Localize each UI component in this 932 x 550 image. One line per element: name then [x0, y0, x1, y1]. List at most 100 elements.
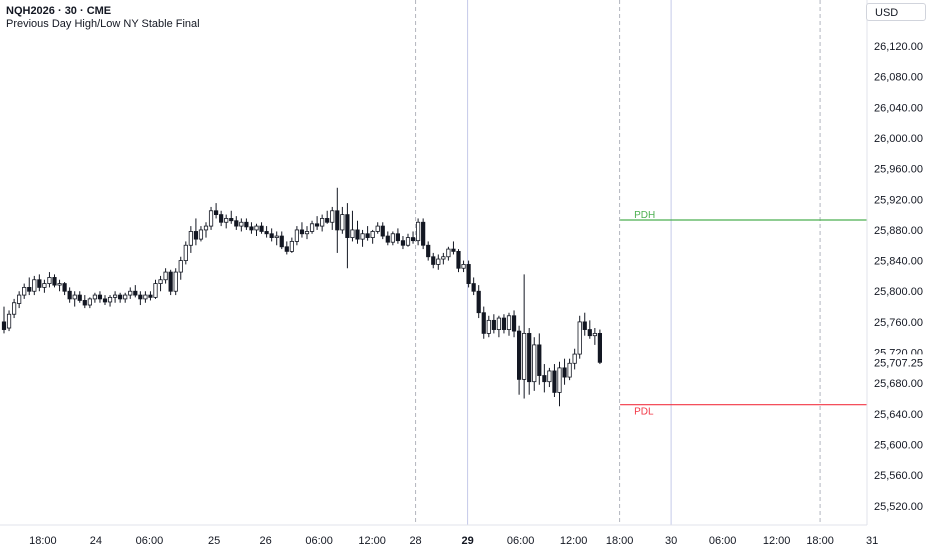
candle — [107, 295, 113, 307]
candle-body — [57, 283, 62, 286]
candle-body — [557, 367, 562, 393]
candle — [52, 274, 57, 288]
candle — [82, 295, 87, 309]
currency-button[interactable]: USD — [866, 3, 926, 21]
candle-body — [92, 294, 97, 300]
time-axis[interactable]: 18:00 24 06:00 25 26 06:00 12:00 28 29 06:00 12:00… — [0, 524, 878, 550]
candle-body — [375, 225, 380, 232]
price-tick-label: 25,840.00 — [874, 256, 923, 268]
candle-body — [481, 312, 486, 334]
candle-body — [355, 229, 360, 240]
candle — [213, 203, 219, 219]
candle-body — [562, 367, 567, 378]
candle-body — [42, 283, 47, 288]
candle-body — [97, 294, 103, 300]
candle — [375, 222, 380, 234]
candle — [229, 210, 234, 224]
candle-body — [224, 218, 229, 223]
candle-body — [415, 221, 421, 242]
candle-body — [52, 277, 57, 286]
symbol-title[interactable]: NQH2026 · 30 · CME — [6, 5, 112, 17]
candle — [163, 268, 168, 284]
candle — [158, 275, 163, 292]
candle-body — [77, 294, 82, 301]
candle — [47, 272, 52, 288]
candle-body — [320, 218, 325, 227]
candle-body — [471, 283, 476, 292]
candle — [506, 312, 512, 336]
candle — [264, 226, 269, 238]
candle — [486, 315, 491, 338]
candle-body — [426, 244, 431, 258]
candle — [72, 291, 77, 307]
candle-body — [264, 231, 269, 235]
candle-body — [461, 264, 466, 269]
candle — [517, 325, 522, 395]
candle-body — [370, 231, 375, 238]
candle — [390, 231, 395, 246]
time-tick-label: 06:00 — [305, 535, 333, 547]
candle-body — [213, 210, 219, 215]
candle — [77, 291, 82, 303]
last-price-label: 25,707.25 — [874, 357, 923, 369]
candle-body — [198, 229, 204, 240]
price-tick-label: 26,120.00 — [874, 41, 923, 53]
candle — [511, 310, 517, 338]
candle-body — [451, 248, 456, 252]
candle-body — [340, 214, 345, 231]
candle-body — [173, 271, 178, 292]
candle — [314, 216, 320, 230]
candle — [537, 333, 542, 385]
candle-body — [572, 353, 577, 364]
candle-body — [229, 218, 234, 222]
time-tick-label: 06:00 — [709, 535, 737, 547]
candle-body — [542, 375, 547, 383]
indicator-title[interactable]: Previous Day High/Low NY Stable Final — [6, 18, 200, 30]
candle — [239, 218, 244, 232]
candle — [284, 241, 289, 255]
price-tick-label: 25,960.00 — [874, 164, 923, 176]
candle — [289, 237, 294, 253]
candle-body — [592, 332, 597, 337]
candle-body — [107, 296, 113, 303]
candle — [37, 274, 42, 292]
candle — [22, 283, 27, 299]
price-tick-label: 25,520.00 — [874, 501, 923, 513]
candle-body — [537, 344, 542, 376]
candle — [522, 274, 527, 399]
price-axis[interactable]: 26,160.0026,120.0026,080.0026,040.0026,0… — [866, 0, 932, 550]
candle — [532, 337, 537, 391]
candle-body — [304, 231, 310, 235]
candle — [27, 277, 32, 296]
candle-body — [567, 362, 572, 378]
candle — [355, 220, 360, 244]
candle-body — [491, 319, 496, 330]
candle-body — [405, 237, 411, 246]
session-separators — [415, 0, 873, 525]
candle — [294, 226, 300, 246]
time-tick-label: 18:00 — [806, 535, 834, 547]
candle-body — [380, 225, 385, 237]
candle — [62, 282, 67, 296]
candle-body — [506, 315, 512, 330]
candle — [92, 292, 97, 303]
candle — [193, 218, 198, 246]
candle — [426, 241, 431, 261]
candle-body — [431, 256, 436, 265]
candle-body — [335, 210, 340, 231]
candle — [113, 291, 118, 303]
price-tick-label: 25,600.00 — [874, 440, 923, 452]
candle-body — [395, 233, 401, 242]
candle-body — [163, 271, 168, 281]
candle — [234, 216, 239, 230]
candle-body — [496, 317, 502, 330]
price-tick-label: 26,080.00 — [874, 72, 923, 84]
candle-body — [466, 264, 471, 284]
last-price-marker — [868, 354, 932, 371]
candle — [32, 275, 37, 296]
candle — [587, 320, 592, 339]
time-tick-label: 12:00 — [763, 535, 791, 547]
candle — [320, 214, 325, 232]
candle-body — [6, 313, 12, 329]
